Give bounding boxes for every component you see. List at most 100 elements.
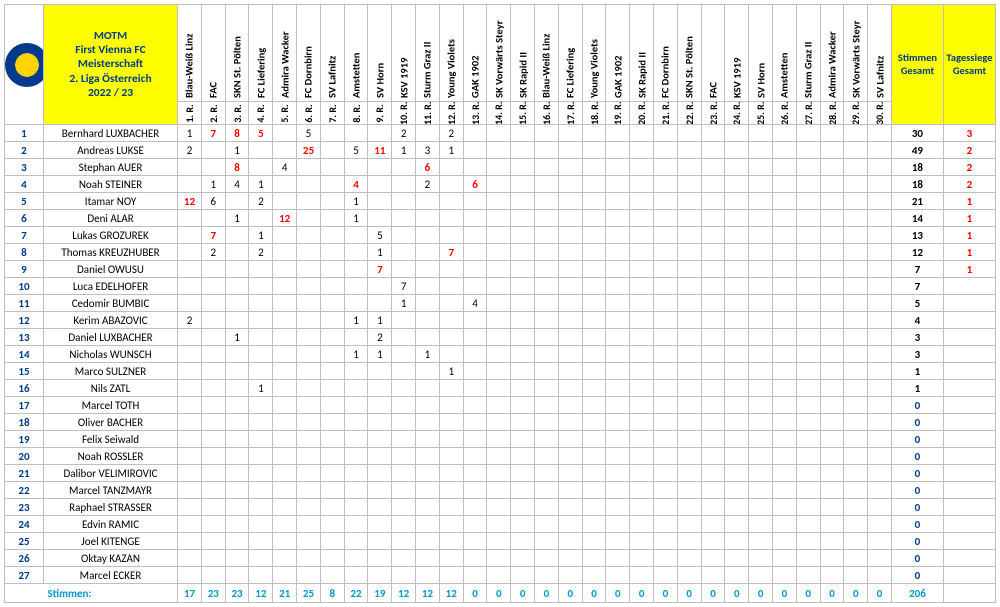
cell [773,414,797,431]
cell [558,210,582,227]
col-sum: 0 [749,584,773,603]
cell [820,227,844,244]
cell [820,482,844,499]
cell [701,244,725,261]
cell [820,329,844,346]
rank: 1 [5,125,44,142]
cell [630,295,654,312]
cell [225,550,249,567]
player-row: 15Marco SULZNER11 [5,363,996,380]
cell [201,210,225,227]
round-label-23: 23. R. [701,102,725,125]
cell [249,465,273,482]
cell [701,482,725,499]
cell [225,516,249,533]
cell [392,329,416,346]
opponent-23: FAC [701,5,725,102]
cell [558,278,582,295]
player-row: 1Bernhard LUXBACHER1785522303 [5,125,996,142]
cell [749,329,773,346]
cell [558,516,582,533]
cell [344,516,368,533]
cell [368,125,392,142]
cell [392,176,416,193]
rank: 6 [5,210,44,227]
rank: 15 [5,363,44,380]
player-row: 4Noah STEINER141426182 [5,176,996,193]
cell [701,346,725,363]
cell [320,176,344,193]
opponent-25: SV Horn [749,5,773,102]
cell [297,295,321,312]
cell [677,448,701,465]
cell [249,550,273,567]
cell [749,533,773,550]
tagessiege-gesamt [943,380,995,397]
cell [701,295,725,312]
cell [630,397,654,414]
cell [225,193,249,210]
column-sum-row: Stimmen: 1723231221258221912121200000000… [5,584,996,603]
player-body: 1Bernhard LUXBACHER17855223032Andreas LU… [5,125,996,584]
cell [249,431,273,448]
tagessiege-gesamt: 2 [943,159,995,176]
player-row: 23Raphael STRASSER0 [5,499,996,516]
tages-header: TagessiegeGesamt [943,5,995,125]
cell [368,431,392,448]
cell: 25 [297,142,321,159]
cell [558,329,582,346]
opponent-17: FC Liefering [558,5,582,102]
cell [868,516,892,533]
cell [558,125,582,142]
cell [273,227,297,244]
stimmen-gesamt: 0 [891,482,943,499]
cell [749,363,773,380]
cell [297,414,321,431]
cell [273,363,297,380]
tagessiege-gesamt: 1 [943,193,995,210]
cell [511,346,535,363]
cell [630,499,654,516]
cell [582,227,606,244]
cell [320,329,344,346]
cell [178,278,202,295]
cell [773,261,797,278]
cell [511,278,535,295]
cell [535,516,559,533]
stimmen-header: StimmenGesamt [891,5,943,125]
cell [225,482,249,499]
cell [297,516,321,533]
cell [535,414,559,431]
cell [249,278,273,295]
cell [773,499,797,516]
cell [201,465,225,482]
cell [416,431,440,448]
stimmen-gesamt: 1 [891,363,943,380]
cell [368,516,392,533]
cell [178,448,202,465]
cell [225,312,249,329]
cell [725,227,749,244]
cell [535,244,559,261]
title-line-2: Meisterschaft [78,57,143,71]
cell [558,142,582,159]
cell [677,125,701,142]
cell [225,346,249,363]
cell [725,210,749,227]
cell [558,499,582,516]
cell [249,567,273,584]
cell [606,142,630,159]
player-name: Edvin RAMIC [43,516,177,533]
cell [416,261,440,278]
cell [344,159,368,176]
cell [749,312,773,329]
cell [844,142,868,159]
cell [535,227,559,244]
cell [487,550,511,567]
cell [463,261,487,278]
player-row: 7Lukas GROZUREK715131 [5,227,996,244]
cell [463,414,487,431]
cell [773,142,797,159]
cell [749,244,773,261]
col-sum: 21 [273,584,297,603]
